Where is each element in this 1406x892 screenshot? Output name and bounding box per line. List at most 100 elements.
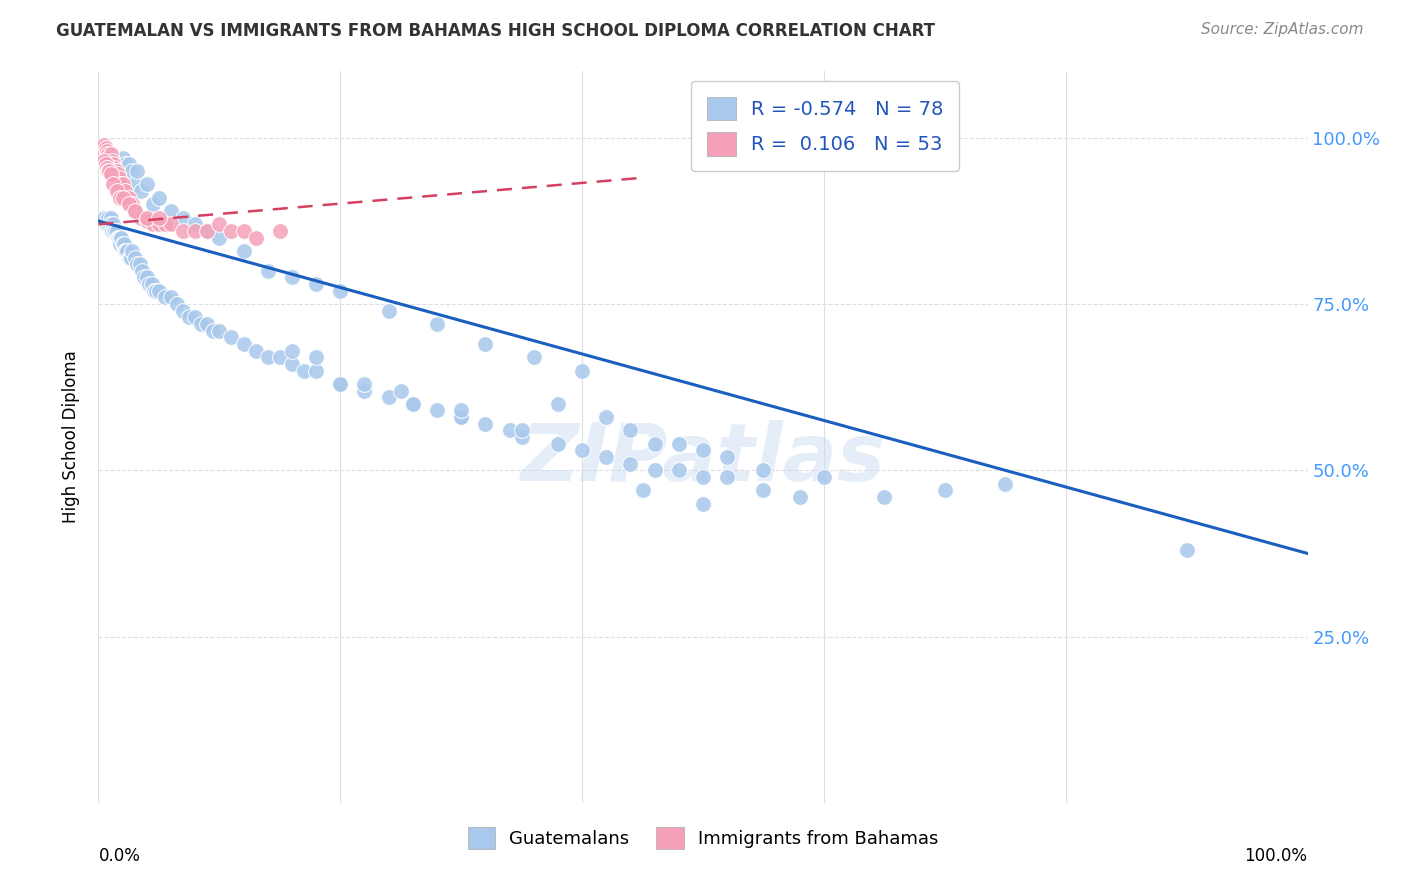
Point [547, 436, 569, 450]
Text: 0.0%: 0.0% [98, 847, 141, 864]
Point [474, 337, 496, 351]
Point [668, 436, 690, 450]
Point [117, 244, 139, 258]
Point [128, 257, 150, 271]
Point [101, 164, 124, 178]
Point [789, 490, 811, 504]
Point [195, 317, 218, 331]
Point [127, 257, 149, 271]
Point [547, 397, 569, 411]
Point [124, 178, 146, 192]
Point [208, 217, 231, 231]
Point [281, 343, 304, 358]
Point [571, 443, 593, 458]
Point [127, 164, 149, 178]
Point [148, 211, 170, 225]
Point [190, 317, 212, 331]
Point [160, 204, 183, 219]
Point [98, 151, 121, 165]
Point [221, 224, 243, 238]
Point [166, 297, 188, 311]
Point [96, 144, 118, 158]
Point [129, 211, 152, 225]
Point [353, 376, 375, 391]
Point [195, 224, 218, 238]
Point [97, 211, 120, 225]
Point [245, 230, 267, 244]
Point [389, 384, 412, 398]
Point [256, 351, 278, 365]
Point [138, 277, 160, 292]
Point [353, 384, 375, 398]
Point [329, 284, 352, 298]
Point [112, 237, 135, 252]
Point [450, 410, 472, 425]
Point [179, 310, 201, 325]
Point [93, 211, 115, 225]
Point [108, 230, 131, 244]
Point [329, 376, 352, 391]
Point [994, 476, 1017, 491]
Point [101, 157, 124, 171]
Point [172, 211, 194, 225]
Point [111, 191, 134, 205]
Point [195, 224, 218, 238]
Point [716, 470, 738, 484]
Point [111, 178, 134, 192]
Point [124, 204, 146, 219]
Y-axis label: High School Diploma: High School Diploma [62, 351, 80, 524]
Point [104, 224, 127, 238]
Point [108, 191, 131, 205]
Point [143, 284, 166, 298]
Point [148, 191, 170, 205]
Point [450, 410, 472, 425]
Point [148, 284, 170, 298]
Point [402, 397, 425, 411]
Text: 100.0%: 100.0% [1244, 847, 1308, 864]
Point [121, 197, 143, 211]
Point [118, 251, 141, 265]
Point [98, 217, 121, 231]
Point [135, 178, 157, 192]
Point [135, 270, 157, 285]
Point [94, 151, 117, 165]
Point [269, 351, 291, 365]
Point [752, 483, 775, 498]
Point [145, 284, 167, 298]
Point [97, 147, 120, 161]
Point [934, 483, 956, 498]
Point [305, 277, 328, 292]
Point [498, 424, 520, 438]
Point [269, 224, 291, 238]
Point [100, 157, 122, 171]
Point [105, 170, 128, 185]
Point [232, 244, 254, 258]
Point [91, 141, 114, 155]
Point [153, 217, 176, 231]
Point [426, 317, 449, 331]
Point [114, 157, 136, 171]
Point [208, 324, 231, 338]
Point [118, 191, 141, 205]
Text: Source: ZipAtlas.com: Source: ZipAtlas.com [1201, 22, 1364, 37]
Point [1175, 543, 1198, 558]
Point [716, 450, 738, 464]
Point [131, 264, 153, 278]
Point [692, 470, 714, 484]
Point [305, 351, 328, 365]
Point [329, 376, 352, 391]
Point [510, 430, 533, 444]
Point [114, 244, 136, 258]
Point [96, 151, 118, 165]
Point [93, 154, 115, 169]
Point [118, 197, 141, 211]
Point [510, 424, 533, 438]
Point [96, 217, 118, 231]
Point [153, 290, 176, 304]
Point [142, 217, 165, 231]
Point [631, 483, 654, 498]
Point [105, 164, 128, 178]
Point [121, 164, 143, 178]
Point [111, 151, 134, 165]
Point [135, 214, 157, 228]
